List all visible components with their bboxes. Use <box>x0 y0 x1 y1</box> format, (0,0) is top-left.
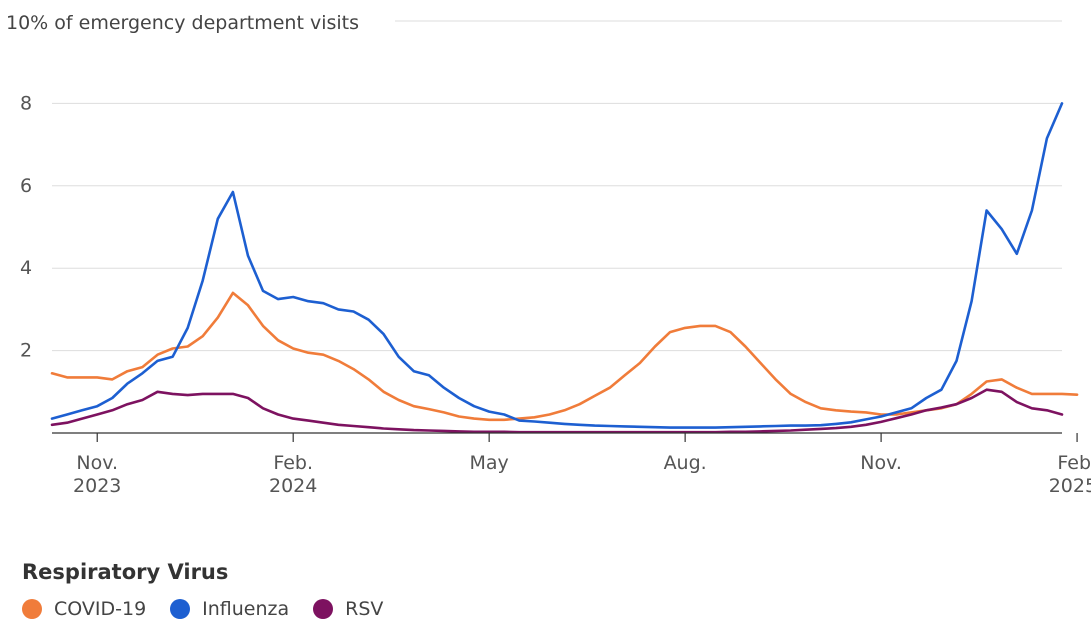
y-axis-tick-labels: 2 4 6 8 <box>20 92 32 361</box>
y-tick-label: 2 <box>20 340 32 362</box>
gridlines <box>52 21 1062 351</box>
x-tick-label: Feb. <box>273 452 313 474</box>
x-tick-label: Nov. <box>76 452 118 474</box>
legend-item-covid-19: COVID-19 <box>22 598 146 620</box>
legend-label: RSV <box>345 598 383 620</box>
x-tick-label: Nov. <box>860 452 902 474</box>
x-tick-label: Aug. <box>664 452 707 474</box>
legend-item-rsv: RSV <box>313 598 383 620</box>
x-tick-year-label: 2023 <box>73 475 121 497</box>
x-tick-label: May <box>470 452 509 474</box>
legend-swatch <box>170 599 190 619</box>
y-tick-label: 6 <box>20 175 32 197</box>
series-line-influenza <box>52 103 1062 427</box>
legend-items: COVID-19 Influenza RSV <box>22 598 407 620</box>
legend: Respiratory Virus COVID-19 Influenza RSV <box>22 560 407 620</box>
y-axis-title: 10% of emergency department visits <box>6 12 359 34</box>
y-tick-label: 8 <box>20 92 32 114</box>
series-line-rsv <box>52 390 1062 433</box>
y-tick-label: 4 <box>20 257 32 279</box>
legend-title: Respiratory Virus <box>22 560 407 584</box>
legend-item-influenza: Influenza <box>170 598 289 620</box>
x-tick-year-label: 2025 <box>1049 475 1091 497</box>
x-tick-label: Feb. <box>1057 452 1091 474</box>
legend-swatch <box>22 599 42 619</box>
x-tick-year-label: 2024 <box>269 475 317 497</box>
legend-label: COVID-19 <box>54 598 146 620</box>
legend-swatch <box>313 599 333 619</box>
legend-label: Influenza <box>202 598 289 620</box>
